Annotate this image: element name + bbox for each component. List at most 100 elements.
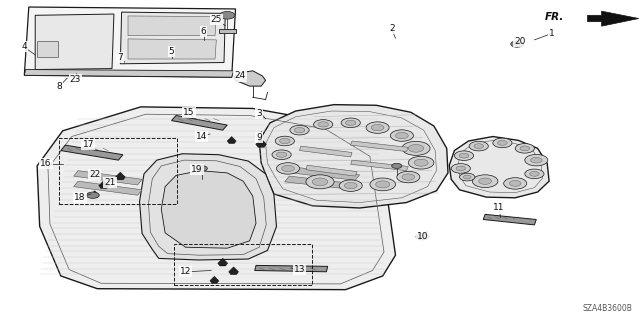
Circle shape xyxy=(460,153,468,158)
Circle shape xyxy=(474,144,484,149)
Circle shape xyxy=(376,181,390,188)
Circle shape xyxy=(282,165,294,172)
Circle shape xyxy=(220,11,235,19)
Polygon shape xyxy=(588,11,639,26)
Text: 14: 14 xyxy=(196,132,207,141)
Text: 9: 9 xyxy=(257,133,262,142)
Polygon shape xyxy=(306,165,357,176)
Circle shape xyxy=(493,138,512,148)
Text: 20: 20 xyxy=(514,37,525,46)
Circle shape xyxy=(276,152,287,157)
Circle shape xyxy=(312,178,328,186)
Circle shape xyxy=(294,128,305,133)
Polygon shape xyxy=(219,29,236,33)
Text: 25: 25 xyxy=(211,15,222,24)
Circle shape xyxy=(397,171,420,183)
Circle shape xyxy=(463,175,471,179)
Polygon shape xyxy=(228,267,239,275)
Circle shape xyxy=(339,180,362,191)
Text: 22: 22 xyxy=(89,170,100,179)
Polygon shape xyxy=(351,160,408,171)
Polygon shape xyxy=(210,276,219,283)
Circle shape xyxy=(366,122,389,133)
Polygon shape xyxy=(140,154,276,260)
Polygon shape xyxy=(37,41,58,57)
Text: 24: 24 xyxy=(234,71,246,80)
Circle shape xyxy=(86,192,99,198)
Text: 7: 7 xyxy=(118,53,123,62)
Circle shape xyxy=(525,169,544,179)
Polygon shape xyxy=(256,139,266,147)
Polygon shape xyxy=(172,115,227,130)
Polygon shape xyxy=(483,214,536,225)
Circle shape xyxy=(520,146,529,151)
Circle shape xyxy=(346,120,356,125)
Circle shape xyxy=(456,166,466,171)
Circle shape xyxy=(504,178,527,189)
Circle shape xyxy=(416,234,429,240)
Text: 3: 3 xyxy=(257,109,262,118)
Polygon shape xyxy=(74,171,142,185)
Circle shape xyxy=(408,145,424,152)
Polygon shape xyxy=(99,181,109,189)
Circle shape xyxy=(290,125,309,135)
Text: 23: 23 xyxy=(70,75,81,84)
Circle shape xyxy=(280,138,290,144)
Text: 17: 17 xyxy=(83,140,94,149)
Polygon shape xyxy=(161,171,256,248)
Polygon shape xyxy=(74,181,142,195)
Circle shape xyxy=(408,156,434,169)
Circle shape xyxy=(392,163,402,168)
Circle shape xyxy=(371,124,384,131)
Circle shape xyxy=(402,174,415,180)
Polygon shape xyxy=(120,12,225,64)
Circle shape xyxy=(272,150,291,160)
Polygon shape xyxy=(351,141,408,152)
Circle shape xyxy=(479,178,492,184)
Text: 12: 12 xyxy=(180,267,191,276)
Polygon shape xyxy=(259,105,448,208)
Circle shape xyxy=(498,140,508,145)
Circle shape xyxy=(196,166,207,171)
Circle shape xyxy=(530,171,539,176)
Polygon shape xyxy=(115,172,125,180)
Text: SZA4B3600B: SZA4B3600B xyxy=(582,304,632,313)
Circle shape xyxy=(454,151,474,160)
Text: 11: 11 xyxy=(493,204,505,212)
Polygon shape xyxy=(218,258,228,266)
Polygon shape xyxy=(128,39,216,59)
Circle shape xyxy=(472,175,498,188)
Text: 4: 4 xyxy=(22,42,27,51)
Circle shape xyxy=(370,178,396,191)
Text: 8: 8 xyxy=(56,82,61,91)
Circle shape xyxy=(414,159,428,166)
Circle shape xyxy=(275,136,294,146)
Polygon shape xyxy=(300,146,352,157)
Circle shape xyxy=(515,144,534,153)
Circle shape xyxy=(469,141,488,151)
Polygon shape xyxy=(449,137,549,198)
Polygon shape xyxy=(24,7,236,77)
Polygon shape xyxy=(24,70,234,77)
Text: 5: 5 xyxy=(169,47,174,56)
Circle shape xyxy=(525,154,548,166)
Polygon shape xyxy=(128,16,216,36)
Circle shape xyxy=(341,118,360,128)
Circle shape xyxy=(531,157,542,163)
Text: 1: 1 xyxy=(549,29,554,38)
Text: 15: 15 xyxy=(183,108,195,117)
Text: 2: 2 xyxy=(389,24,394,33)
Text: 16: 16 xyxy=(40,159,52,168)
Polygon shape xyxy=(61,145,123,160)
Circle shape xyxy=(396,132,408,139)
Polygon shape xyxy=(234,71,266,86)
Circle shape xyxy=(390,130,413,141)
Circle shape xyxy=(511,41,524,47)
Text: 19: 19 xyxy=(191,165,203,174)
Polygon shape xyxy=(37,107,396,290)
Polygon shape xyxy=(90,191,99,198)
Circle shape xyxy=(318,122,328,127)
Polygon shape xyxy=(227,137,236,144)
Circle shape xyxy=(451,164,470,173)
Circle shape xyxy=(509,181,521,186)
